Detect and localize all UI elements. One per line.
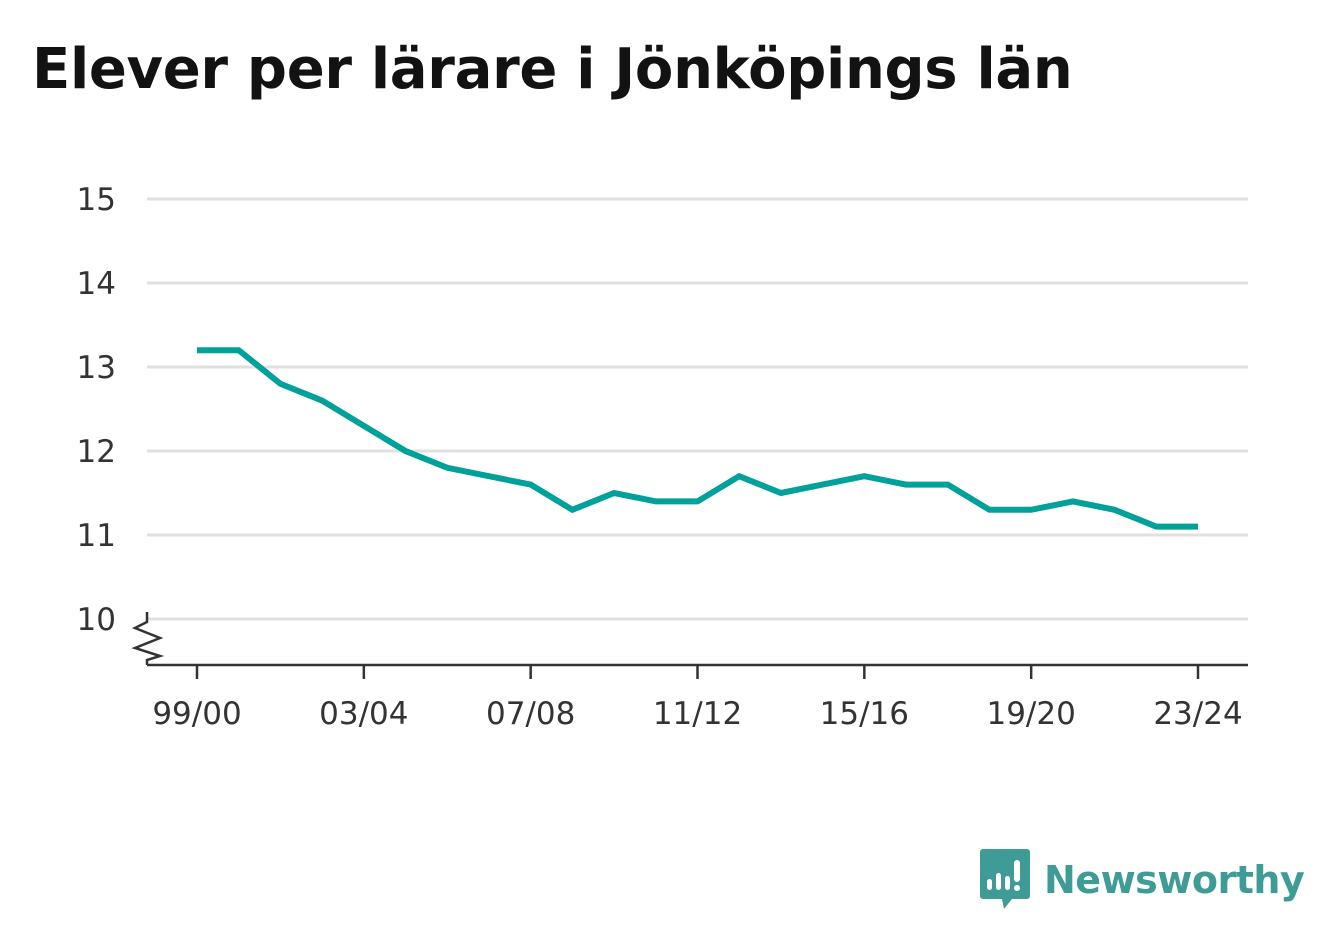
y-axis-tick-labels: 10 11 12 13 14 15 — [77, 182, 116, 638]
data-point-08-09 — [569, 507, 575, 513]
data-point-15-16 — [861, 473, 867, 479]
data-point-00-01 — [236, 347, 242, 353]
grid-lines — [147, 197, 1248, 621]
x-tick-label-11-12: 11/12 — [653, 696, 742, 732]
data-point-02-03 — [319, 398, 325, 404]
data-point-21-22 — [1112, 507, 1118, 513]
page-title: Elever per lärare i Jönköpings län — [32, 37, 1073, 102]
data-point-18-19 — [986, 507, 992, 513]
data-point-07-08 — [528, 482, 534, 488]
brand-name: Newsworthy — [1044, 858, 1305, 902]
y-tick-label-12: 12 — [77, 434, 116, 470]
brand-logo: Newsworthy — [980, 848, 1305, 912]
x-tick-label-99-00: 99/00 — [152, 696, 241, 732]
newsworthy-logo-icon — [980, 849, 1030, 909]
axis-break-icon — [131, 612, 165, 665]
data-point-01-02 — [277, 381, 283, 387]
data-point-99-00 — [194, 347, 200, 353]
data-point-09-10 — [611, 490, 617, 496]
y-tick-label-10: 10 — [77, 602, 116, 638]
data-point-20-21 — [1070, 498, 1076, 504]
y-tick-label-13: 13 — [77, 350, 116, 386]
data-point-04-05 — [403, 448, 409, 454]
data-point-06-07 — [486, 473, 492, 479]
x-tick-label-23-24: 23/24 — [1153, 696, 1242, 732]
data-point-13-14 — [778, 490, 784, 496]
data-point-12-13 — [736, 473, 742, 479]
data-point-05-06 — [444, 465, 450, 471]
data-point-14-15 — [820, 482, 826, 488]
data-point-10-11 — [653, 498, 659, 504]
data-point-17-18 — [945, 482, 951, 488]
data-point-11-12 — [695, 498, 701, 504]
y-tick-label-14: 14 — [77, 266, 116, 302]
data-point-03-04 — [361, 423, 367, 429]
x-tick-label-19-20: 19/20 — [986, 696, 1075, 732]
y-tick-label-15: 15 — [77, 182, 116, 218]
x-tick-label-07-08: 07/08 — [486, 696, 575, 732]
x-tick-label-15-16: 15/16 — [820, 696, 909, 732]
y-tick-label-11: 11 — [77, 518, 116, 554]
data-point-22-23 — [1153, 524, 1159, 530]
series-line-0 — [197, 347, 1198, 530]
series-layer — [194, 347, 1201, 530]
x-axis-ticks: 99/00 03/04 07/08 11/12 15/16 19/20 23/24 — [152, 665, 1243, 732]
data-point-23-24 — [1195, 524, 1201, 530]
data-point-19-20 — [1028, 507, 1034, 513]
x-tick-label-03-04: 03/04 — [319, 696, 408, 732]
data-point-16-17 — [903, 482, 909, 488]
